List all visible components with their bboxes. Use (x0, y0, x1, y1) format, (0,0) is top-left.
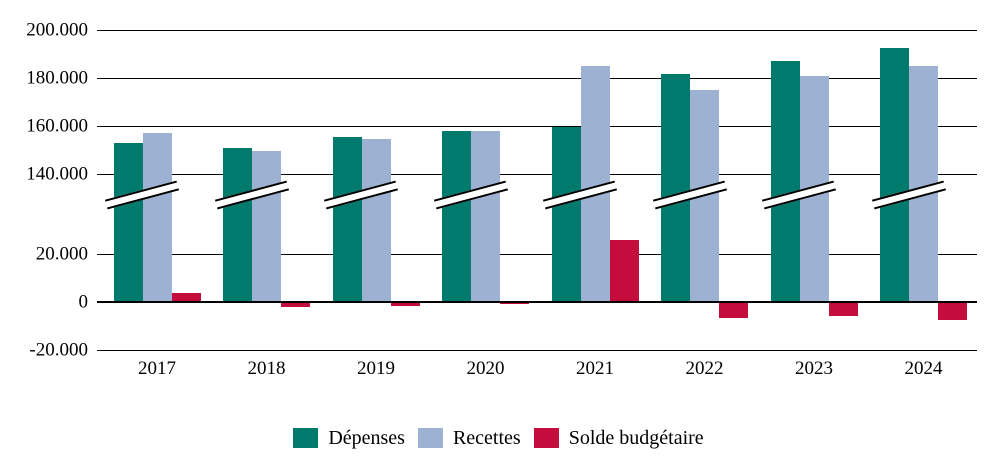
y-tick-label: 0 (78, 291, 89, 313)
legend: Dépenses Recettes Solde budgétaire (0, 423, 997, 453)
legend-label-solde: Solde budgétaire (568, 426, 704, 449)
bar-recettes-2017 (142, 133, 172, 302)
bar-d-penses-2021 (551, 127, 581, 302)
bar-recettes-2019 (361, 139, 391, 302)
bar-recettes-2018 (252, 151, 281, 302)
bar-solde-budg-taire-2019 (390, 302, 420, 307)
y-tick-label: 200.000 (26, 19, 88, 41)
gridline-0 (97, 301, 977, 303)
recettes-swatch-icon (417, 428, 443, 448)
bar-d-penses-2023 (770, 61, 800, 302)
bar-d-penses-2018 (223, 147, 252, 302)
x-tick-label-2018: 2018 (247, 358, 286, 379)
x-tick-label-2022: 2022 (685, 358, 724, 379)
y-tick-label: -20.000 (29, 339, 88, 361)
bar-d-penses-2019 (332, 136, 362, 302)
y-tick-label: 140.000 (26, 163, 88, 185)
legend-label-depenses: Dépenses (328, 426, 405, 449)
bar-solde-budg-taire-2017 (171, 292, 201, 302)
bar-d-penses-2024 (880, 48, 909, 302)
bar-solde-budg-taire-2021 (609, 239, 639, 302)
bar-d-penses-2017 (113, 142, 143, 302)
bar-solde-budg-taire-2022 (719, 302, 748, 318)
legend-item-recettes: Recettes (417, 426, 521, 450)
x-tick-label-2017: 2017 (138, 358, 176, 379)
gridline-200000 (97, 29, 977, 31)
gridline-20000 (97, 253, 977, 255)
bar-recettes-2020 (471, 130, 500, 302)
gridline-140000 (97, 173, 977, 175)
legend-item-depenses: Dépenses (293, 427, 405, 450)
x-tick-label-2024: 2024 (904, 358, 943, 379)
y-tick-label: 160.000 (26, 115, 88, 137)
legend-item-solde: Solde budgétaire (533, 426, 704, 450)
bar-solde-budg-taire-2023 (828, 302, 858, 317)
y-tick-label: 20.000 (35, 243, 88, 265)
depenses-swatch-icon (293, 428, 319, 448)
solde-swatch-icon (533, 428, 559, 448)
x-tick-label-2023: 2023 (795, 358, 833, 379)
gridline-180000 (97, 77, 977, 79)
bar-d-penses-2020 (442, 130, 471, 302)
gridline--20000 (97, 349, 977, 351)
legend-label-recettes: Recettes (452, 426, 521, 449)
bar-d-penses-2022 (661, 74, 690, 302)
y-tick-label: 180.000 (26, 67, 88, 89)
bar-solde-budg-taire-2024 (938, 302, 967, 320)
gridline-160000 (97, 125, 977, 127)
bar-solde-budg-taire-2018 (281, 302, 310, 308)
x-tick-label-2021: 2021 (576, 358, 614, 379)
x-tick-label-2020: 2020 (466, 358, 505, 379)
x-tick-label-2019: 2019 (357, 358, 395, 379)
